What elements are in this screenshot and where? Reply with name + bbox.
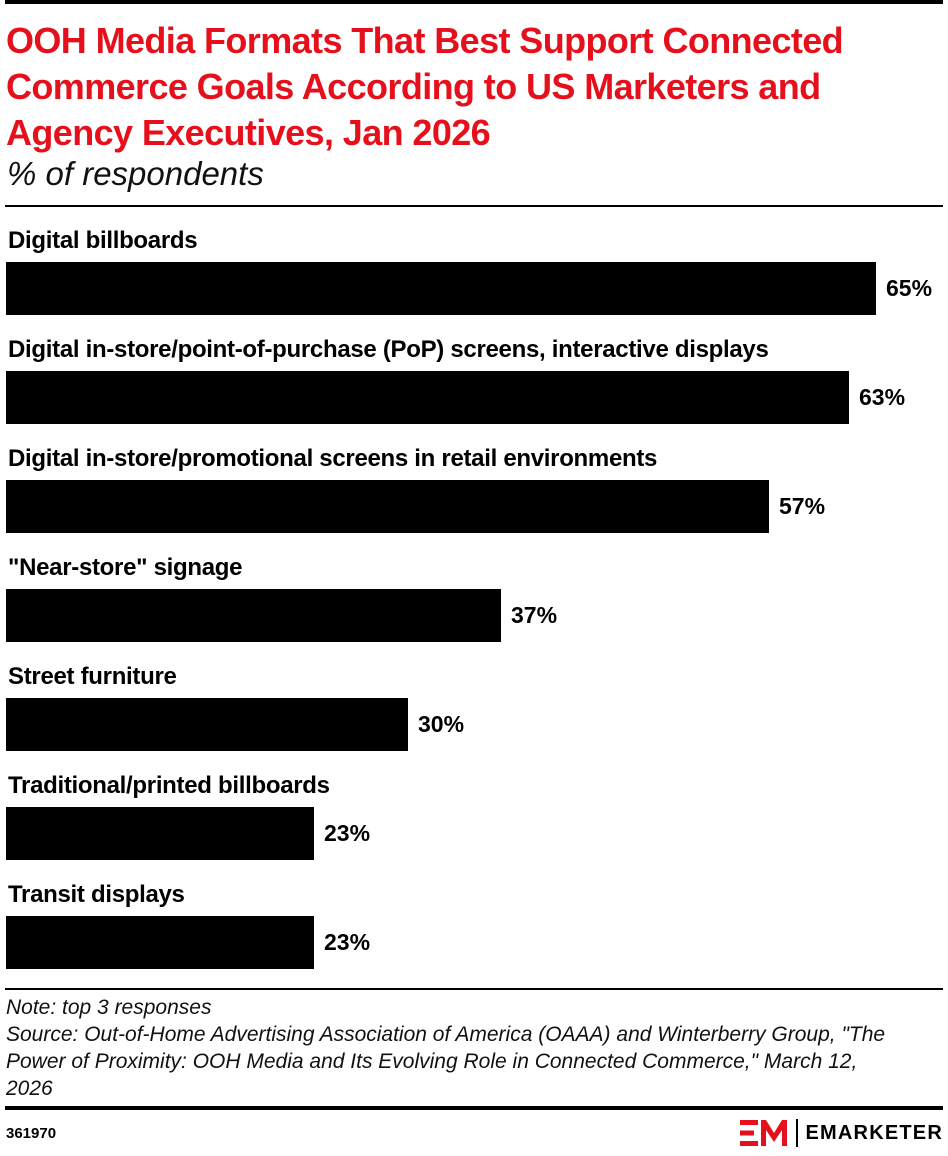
- bar: [6, 807, 314, 860]
- bar: [6, 480, 769, 533]
- value-label: 65%: [886, 275, 933, 301]
- logo-separator: [795, 1119, 798, 1147]
- value-label: 63%: [859, 384, 906, 410]
- category-label: "Near-store" signage: [8, 554, 243, 581]
- value-label: 23%: [324, 820, 371, 846]
- bar: [6, 262, 876, 315]
- bar: [6, 698, 408, 751]
- brand-name: EMARKETER: [805, 1121, 943, 1144]
- value-label: 30%: [418, 711, 465, 737]
- bar-chart: Digital billboards 65% Digital in-store/po…: [0, 208, 948, 988]
- header-divider: [5, 205, 943, 207]
- em-logo-icon: [739, 1120, 787, 1146]
- chart-subtitle: % of respondents: [7, 155, 264, 192]
- value-label: 37%: [511, 602, 558, 628]
- chart-source: Source: Out-of-Home Advertising Associat…: [6, 1023, 886, 1100]
- top-rule: [5, 0, 943, 4]
- category-label: Traditional/printed billboards: [8, 772, 330, 799]
- bar: [6, 916, 314, 969]
- bar: [6, 371, 849, 424]
- category-label: Transit displays: [8, 881, 185, 908]
- category-label: Digital in-store/promotional screens in …: [8, 445, 658, 472]
- footer-divider: [5, 988, 943, 990]
- emarketer-logo: EMARKETER: [739, 1117, 943, 1149]
- chart-id: 361970: [6, 1125, 57, 1142]
- bottom-rule: [5, 1106, 943, 1110]
- category-label: Digital in-store/point-of-purchase (PoP)…: [8, 336, 769, 363]
- bar: [6, 589, 501, 642]
- chart-note: Note: top 3 responses: [6, 996, 212, 1019]
- value-label: 23%: [324, 929, 371, 955]
- chart-title: OOH Media Formats That Best Support Conn…: [6, 20, 844, 153]
- value-label: 57%: [779, 493, 826, 519]
- category-label: Digital billboards: [8, 227, 198, 254]
- category-label: Street furniture: [8, 663, 177, 690]
